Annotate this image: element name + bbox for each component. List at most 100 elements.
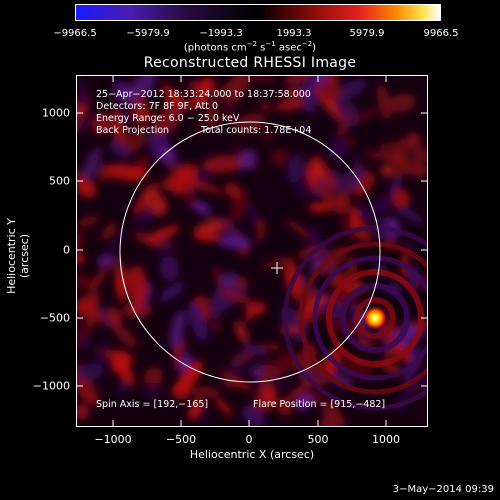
image-texture-blob [189,94,206,109]
image-texture-blob [349,205,360,232]
image-texture-blob [233,113,267,134]
image-texture-blob [134,92,151,119]
image-texture-blob [327,136,348,161]
image-texture-blob [238,149,258,171]
colorbar-tick-label: 1993.3 [276,28,312,39]
image-texture-blob [143,367,164,388]
image-texture-blob [217,219,244,237]
image-texture-blob [77,363,104,382]
image-texture-blob [100,228,127,263]
image-texture-blob [77,91,89,107]
solar-limb-circle [119,121,381,383]
flare-source [363,306,387,330]
image-texture-blob [152,103,184,135]
colorbar-units: (photons cm−2 s−1 asec−2) [183,40,317,54]
image-texture-blob [295,393,313,411]
image-texture-blob [193,232,221,242]
image-texture-blob [225,182,241,200]
image-texture-blob [97,254,114,267]
image-texture-blob [224,106,234,124]
image-texture-blob [315,89,346,123]
colorbar-tick-label: 9966.5 [423,28,459,39]
colorbar-tick-label: −1993.3 [199,28,243,39]
image-texture-blob [319,187,346,216]
x-axis-label: Heliocentric X (arcsec) [189,448,315,461]
plot-timestamp: 3−May−2014 09:39 [392,484,494,495]
image-texture-blob [77,228,82,256]
image-texture-blob [361,193,397,222]
y-tick-label: 1000 [42,106,70,120]
image-texture-blob [336,193,351,210]
image-texture-blob [381,163,393,178]
image-texture-blob [213,265,223,290]
image-texture-blob [77,76,86,90]
image-texture-blob [365,151,405,161]
image-texture-blob [77,404,90,420]
info-energy-range: Energy Range: 6.0 − 25.0 keV [96,113,240,124]
image-texture-blob [77,252,86,264]
image-texture-blob [335,79,367,100]
image-texture-blob [188,398,204,420]
y-axis-label: Heliocentric Y (arcsec) [5,218,31,294]
image-texture-blob [159,282,184,302]
y-tick-label: 500 [49,174,70,188]
image-texture-blob [87,264,109,296]
image-texture-blob [128,265,148,309]
image-texture-blob [349,108,380,124]
image-texture-blob [166,162,182,173]
image-texture-blob [191,201,211,214]
image-texture-blob [159,256,179,281]
image-texture-blob [252,392,274,413]
image-texture-blob [234,320,249,344]
image-texture-blob [110,350,131,373]
image-texture-blob [191,387,220,397]
image-texture-blob [322,401,346,426]
image-texture-blob [263,131,274,143]
image-texture-blob [284,76,312,85]
image-texture-blob [189,180,224,195]
image-texture-blob [211,319,221,332]
image-texture-blob [310,157,339,192]
colorbar-tick-label: −9966.5 [53,28,97,39]
x-tick-label: −1000 [94,433,132,446]
image-texture-blob [77,311,96,349]
info-spin-axis: Spin Axis = [192,−165] [96,399,209,410]
image-texture-blob [112,76,127,88]
image-texture-blob [275,99,306,111]
info-time-range: 25−Apr−2012 18:33:24.000 to 18:37:58.000 [96,89,311,100]
image-texture-blob [403,161,427,177]
image-texture-blob [386,93,416,114]
image-texture-blob [91,112,112,135]
image-texture-blob [259,359,273,390]
image-texture-blob [101,222,117,240]
image-texture-blob [285,218,312,240]
image-texture-blob [233,276,248,290]
image-texture-blob [104,164,148,181]
info-method: Back Projection [96,125,170,136]
image-texture-blob [270,149,290,167]
colorbar-tick-label: −5979.9 [126,28,170,39]
x-tick-label: 1000 [372,433,400,446]
image-texture-blob [77,369,100,406]
image-texture-blob [202,155,247,173]
image-texture-blob [277,397,293,416]
image-texture-blob [388,171,403,200]
image-texture-blob [317,80,343,101]
image-texture-blob [77,275,97,288]
image-texture-blob [218,234,252,249]
image-title: Reconstructed RHESSI Image [143,55,357,71]
image-texture-blob [287,153,304,184]
image-texture-blob [174,342,188,355]
image-texture-blob [162,172,199,192]
image-texture-blob [390,189,410,208]
image-texture-blob [77,115,91,132]
image-texture-blob [107,307,123,330]
image-texture-blob [332,168,366,193]
image-texture-blob [158,146,177,164]
image-texture-blob [256,217,266,242]
image-texture-blob [159,236,172,262]
image-texture-blob [307,203,333,212]
x-tick-label: 0 [245,433,253,446]
image-texture-blob [248,76,275,84]
